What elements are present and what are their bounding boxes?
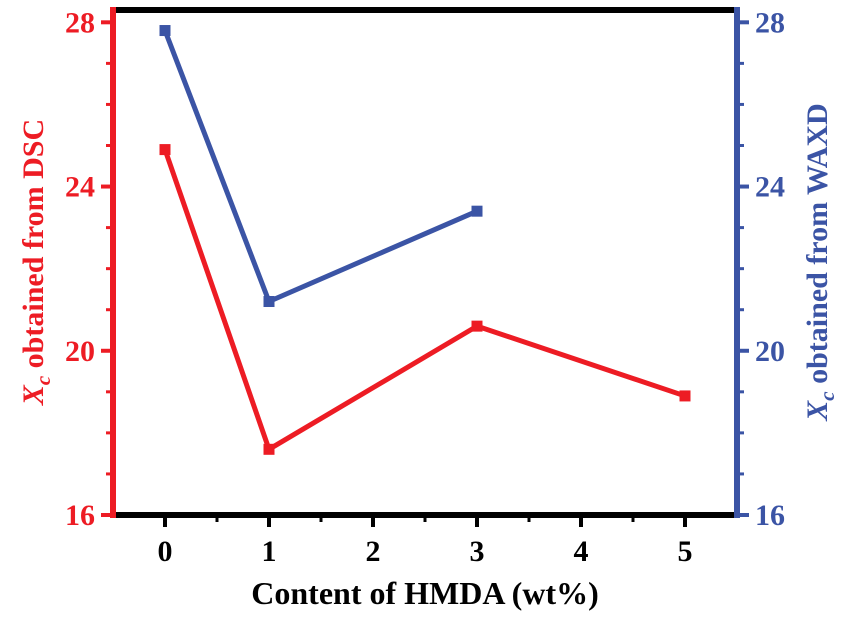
series-marker: [679, 390, 691, 402]
left-y-tick-label: 28: [65, 6, 95, 39]
left-y-axis-subscript: c: [31, 375, 55, 386]
left-y-axis-symbol: X: [17, 385, 50, 406]
series-line: [162, 147, 688, 452]
x-tick-label: 0: [158, 535, 173, 568]
x-tick-label: 2: [366, 535, 381, 568]
left-y-tick-label: 24: [65, 171, 95, 204]
x-axis-title: Content of HMDA (wt%): [251, 575, 599, 611]
left-y-axis-text: obtained from DSC: [17, 118, 50, 376]
series-marker: [159, 25, 171, 37]
x-tick-label: 3: [470, 535, 485, 568]
x-tick-label: 4: [574, 535, 589, 568]
series-marker: [263, 443, 275, 455]
series-marker: [471, 320, 483, 332]
series-marker: [263, 296, 275, 308]
left-y-tick-label: 16: [65, 499, 95, 532]
right-y-tick-label: 24: [755, 171, 785, 204]
x-tick-label: 1: [262, 535, 277, 568]
right-y-tick-label: 16: [755, 499, 785, 532]
series-line: [162, 28, 480, 305]
right-y-tick-label: 28: [755, 6, 785, 39]
series-marker: [159, 144, 171, 156]
right-y-axis-title: Xc obtained from WAXD: [798, 22, 839, 502]
right-y-axis-text: obtained from WAXD: [801, 103, 834, 392]
left-y-axis-title: Xc obtained from DSC: [14, 22, 55, 502]
right-y-axis-subscript: c: [815, 391, 839, 401]
right-y-tick-label: 20: [755, 335, 785, 368]
left-y-tick-label: 20: [65, 335, 95, 368]
x-tick-label: 5: [678, 535, 693, 568]
right-y-axis-symbol: X: [801, 400, 834, 421]
series-marker: [471, 205, 483, 217]
